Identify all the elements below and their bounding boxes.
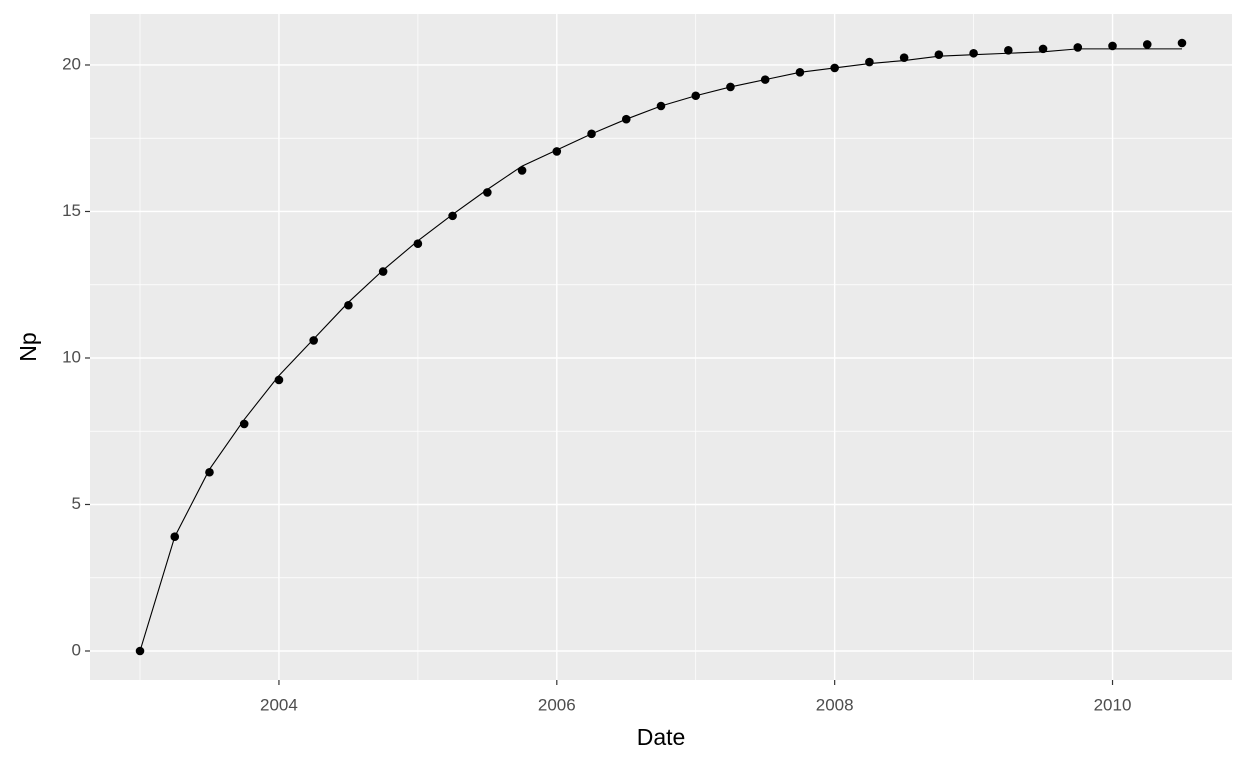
- x-tick-label: 2006: [538, 695, 576, 714]
- data-point: [517, 166, 527, 175]
- data-point: [413, 239, 423, 249]
- data-point: [934, 50, 944, 60]
- data-point: [1073, 43, 1083, 52]
- data-point: [1142, 40, 1152, 49]
- y-tick-label: 5: [72, 494, 81, 513]
- data-point: [1038, 44, 1048, 54]
- data-point: [344, 300, 353, 310]
- panel: [90, 14, 1232, 680]
- data-point: [969, 48, 978, 58]
- y-tick-label: 20: [62, 54, 81, 73]
- data-point: [448, 211, 457, 221]
- fit-line: [139, 48, 1182, 652]
- data-point: [309, 336, 318, 345]
- x-tick-label: 2010: [1094, 695, 1132, 714]
- y-tick-label: 0: [72, 640, 81, 659]
- data-point: [378, 267, 388, 276]
- data-point: [1108, 41, 1117, 51]
- data-point: [483, 188, 492, 197]
- y-axis-title: Np: [15, 332, 41, 361]
- y-tick-label: 10: [62, 347, 81, 366]
- y-tick-label: 15: [62, 201, 81, 220]
- data-point: [1004, 46, 1013, 55]
- x-tick-label: 2004: [260, 695, 298, 714]
- data-point: [1177, 38, 1187, 48]
- data-point: [865, 57, 874, 67]
- x-axis-title: Date: [637, 724, 686, 750]
- x-tick-label: 2008: [816, 695, 854, 714]
